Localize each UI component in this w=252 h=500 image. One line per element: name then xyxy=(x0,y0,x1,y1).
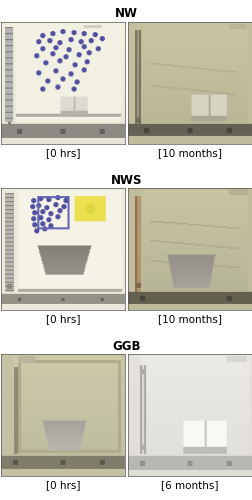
Text: [0 hrs]: [0 hrs] xyxy=(46,480,80,490)
Text: NWS: NWS xyxy=(110,174,142,186)
Text: [10 months]: [10 months] xyxy=(157,314,221,324)
Text: [0 hrs]: [0 hrs] xyxy=(46,148,80,158)
Text: GGB: GGB xyxy=(112,340,140,352)
Text: [6 months]: [6 months] xyxy=(160,480,218,490)
Text: [10 months]: [10 months] xyxy=(157,148,221,158)
Text: NW: NW xyxy=(115,8,137,20)
Text: [0 hrs]: [0 hrs] xyxy=(46,314,80,324)
